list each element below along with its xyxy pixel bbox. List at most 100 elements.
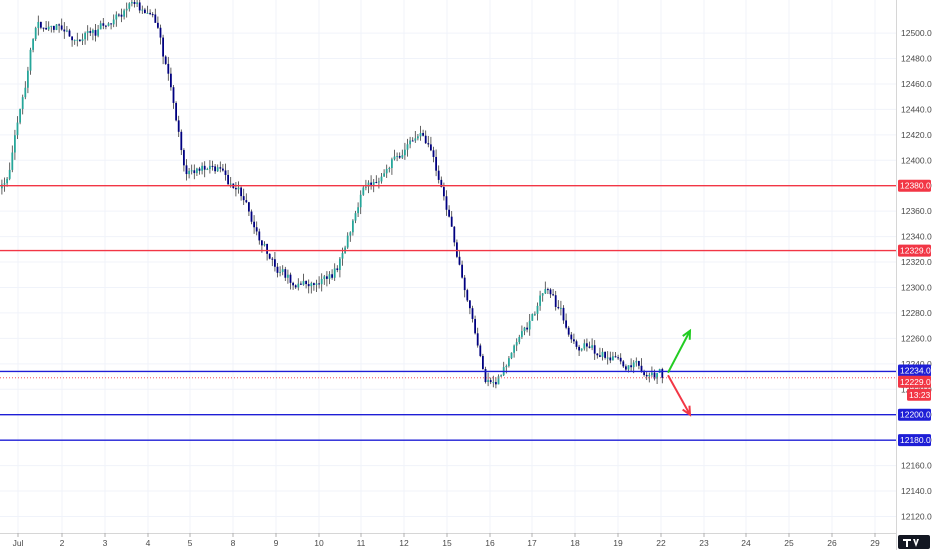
candle-body-135 <box>352 220 354 233</box>
candle-body-8 <box>21 97 24 109</box>
candle-body-117 <box>305 280 307 285</box>
candle-body-251 <box>653 372 656 379</box>
candle-body-31 <box>81 39 84 41</box>
candle-body-142 <box>370 182 372 185</box>
candle-body-157 <box>409 140 411 145</box>
candle-body-10 <box>27 70 29 88</box>
level-tag-4: 12180.0 <box>900 435 931 445</box>
candle-body-223 <box>580 348 583 351</box>
candle-body-140 <box>365 186 367 188</box>
candle-body-11 <box>29 49 32 71</box>
y-tick-label: 12500.0 <box>901 28 932 38</box>
candle-body-37 <box>97 29 99 36</box>
candle-body-213 <box>554 295 557 307</box>
candle-body-151 <box>393 156 396 160</box>
projection-arrows[interactable] <box>667 328 692 417</box>
candle-body-130 <box>339 258 341 271</box>
arrow-up-head[interactable] <box>682 328 692 340</box>
candle-body-61 <box>159 27 162 38</box>
y-tick-label: 12240.0 <box>901 359 932 369</box>
candle-body-173 <box>450 216 453 227</box>
y-tick-label: 12140.0 <box>901 486 932 496</box>
y-tick-label: 12340.0 <box>901 232 932 242</box>
candle-body-149 <box>388 168 391 170</box>
candle-body-91 <box>237 187 240 190</box>
candle-body-252 <box>656 372 658 379</box>
arrow-down-head[interactable] <box>682 405 692 417</box>
arrow-down-shaft[interactable] <box>667 374 691 416</box>
candle-body-25 <box>66 30 68 32</box>
y-tick-label: 12440.0 <box>901 104 932 114</box>
candle-body-79 <box>206 169 209 171</box>
candle-body-200 <box>521 331 523 337</box>
candle-body-57 <box>149 12 151 15</box>
candle-body-131 <box>341 253 344 259</box>
candle-body-214 <box>557 306 560 309</box>
level-tag-1-bg <box>898 244 931 257</box>
candle-body-169 <box>440 179 443 188</box>
candle-body-92 <box>240 187 242 197</box>
candle-body-156 <box>406 144 409 150</box>
candle-body-77 <box>201 165 203 171</box>
candle-body-60 <box>157 22 159 28</box>
countdown-tag: 13:23 <box>909 390 931 400</box>
candle-body-139 <box>362 187 365 195</box>
candle-body-248 <box>645 374 648 377</box>
candle-body-165 <box>430 144 432 151</box>
y-tick-label: 12280.0 <box>901 308 932 318</box>
candle-body-66 <box>172 87 175 103</box>
candle-body-126 <box>328 274 331 279</box>
candle-body-15 <box>40 21 42 28</box>
x-tick-label: 8 <box>231 538 236 548</box>
candle-body-97 <box>253 221 255 228</box>
candle-body-247 <box>643 372 645 375</box>
candle-body-155 <box>404 149 406 156</box>
candle-body-186 <box>484 369 487 383</box>
candle-body-51 <box>133 1 136 4</box>
time-axis[interactable]: Jul 2 3 4 5 8 9 10 11 12 15 16 17 18 19 22 23 24 25 26 29 <box>13 533 880 548</box>
candle-body-32 <box>84 32 86 40</box>
candle-body-245 <box>638 361 640 366</box>
y-tick-label: 12420.0 <box>901 130 932 140</box>
candle-body-218 <box>567 327 570 335</box>
candle-body-58 <box>151 14 154 16</box>
candle-body-175 <box>456 242 458 257</box>
y-tick-label: 12300.0 <box>901 282 932 292</box>
candle-body-36 <box>94 30 97 36</box>
candle-body-137 <box>357 207 359 214</box>
price-tags: 12380.0 12329.0 12234.0 12200.0 12180.0 12229… <box>898 179 931 447</box>
level-tag-0: 12380.0 <box>900 181 931 191</box>
candle-body-38 <box>99 23 102 30</box>
candle-body-4 <box>11 152 14 170</box>
candle-body-229 <box>596 353 599 356</box>
candle-body-39 <box>102 23 105 26</box>
candle-body-144 <box>375 182 378 184</box>
candle-body-146 <box>380 176 383 182</box>
x-tick-label: 4 <box>146 538 151 548</box>
last-price-tag: 12229.0 <box>900 377 931 387</box>
y-tick-label: 12400.0 <box>901 155 932 165</box>
candle-body-49 <box>128 3 131 9</box>
tradingview-logo[interactable] <box>898 535 930 549</box>
candle-body-48 <box>125 8 128 11</box>
candle-body-54 <box>141 9 144 11</box>
candle-body-143 <box>372 182 375 185</box>
candle-body-83 <box>216 167 219 172</box>
candle-body-88 <box>229 183 232 185</box>
candle-body-76 <box>198 168 201 171</box>
arrow-up-shaft[interactable] <box>667 330 691 374</box>
candle-body-185 <box>482 355 484 370</box>
candle-body-1 <box>3 183 6 185</box>
y-tick-label: 12160.0 <box>901 461 932 471</box>
x-tick-label: 3 <box>103 538 108 548</box>
logo-badge[interactable] <box>898 535 930 549</box>
level-tag-1: 12329.0 <box>900 246 931 256</box>
candle-body-178 <box>463 277 466 291</box>
horizontal-levels[interactable] <box>0 185 896 441</box>
x-tick-label: 24 <box>741 538 751 548</box>
candle-body-6 <box>16 122 19 136</box>
candle-body-116 <box>302 280 305 285</box>
candle-body-90 <box>235 188 237 190</box>
candle-body-80 <box>209 165 211 170</box>
